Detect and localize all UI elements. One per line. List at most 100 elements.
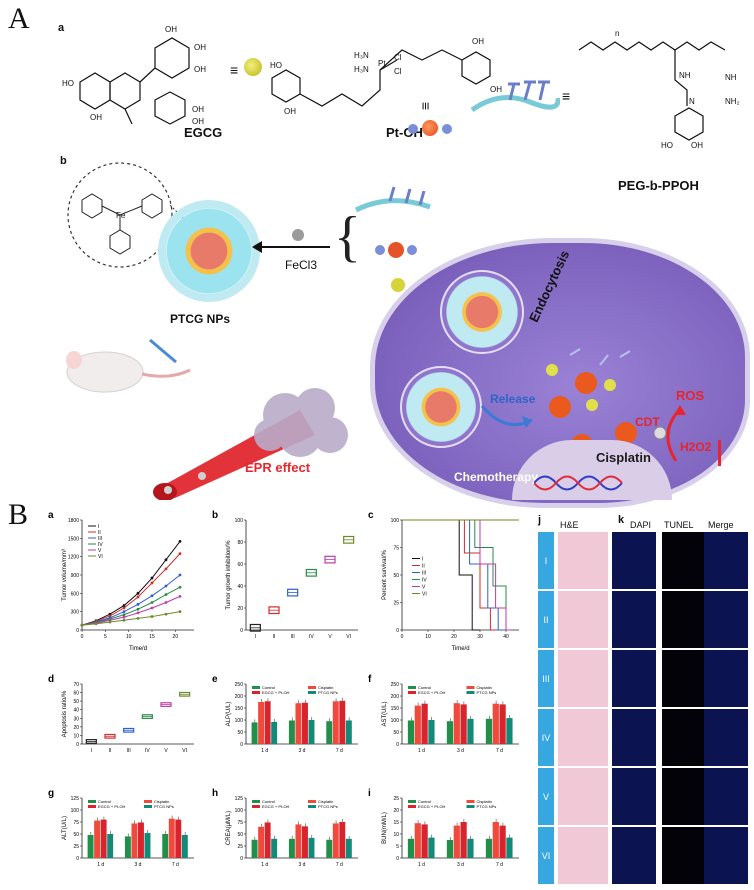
bar-PTCG NPs xyxy=(271,838,278,858)
data-point xyxy=(150,581,154,585)
chemotherapy-label: Chemotherapy xyxy=(454,470,539,484)
legend-label: Control xyxy=(262,799,275,804)
panel-letter-a: A xyxy=(8,2,30,35)
data-point xyxy=(150,576,154,580)
col-he: H&E xyxy=(560,520,579,530)
sublabel-k: k xyxy=(618,514,625,526)
y-tick-label: 0 xyxy=(76,742,79,748)
y-tick-label: 0 xyxy=(240,856,243,862)
panel-letter-b: B xyxy=(8,498,29,531)
sublabel-a: a xyxy=(58,22,65,34)
bar-Control xyxy=(162,834,169,858)
sublabel-d: d xyxy=(48,674,54,685)
data-point xyxy=(122,610,126,614)
data-point xyxy=(150,615,154,618)
y-tick-label: 1800 xyxy=(68,518,79,524)
bar-Cisplatin xyxy=(492,822,499,858)
x-axis-label: Time/d xyxy=(451,646,469,652)
x-tick-label: 7 d xyxy=(496,748,503,754)
svg-text:OH: OH xyxy=(691,141,703,150)
legend-swatch xyxy=(308,800,316,803)
legend-swatch xyxy=(408,800,416,803)
legend-label: II xyxy=(422,564,425,570)
cdt-label: CDT xyxy=(635,415,660,429)
data-point xyxy=(136,595,140,599)
legend-label: PTCG NPs xyxy=(477,690,497,695)
legend-swatch xyxy=(308,691,316,694)
bar-Cisplatin xyxy=(492,703,499,744)
y-tick-label: 300 xyxy=(71,610,80,616)
y-tick-label: 70 xyxy=(73,682,79,688)
bar-Cisplatin xyxy=(131,823,138,858)
x-tick-label: V xyxy=(164,748,168,754)
y-tick-label: 25 xyxy=(393,601,399,607)
bar-Control xyxy=(446,840,454,858)
x-tick-label: 30 xyxy=(477,634,483,640)
histology-grid: I II III IV V VI xyxy=(538,532,752,886)
legend-label: II xyxy=(98,530,101,536)
x-tick-label: IV xyxy=(309,634,314,640)
bar-Cisplatin xyxy=(168,818,175,858)
h2o2-label: H2O2 xyxy=(680,440,712,454)
series-line-II xyxy=(81,553,181,626)
histology-row: V xyxy=(538,768,752,825)
legend-swatch xyxy=(466,691,475,694)
legend-label: PTCG NPs xyxy=(318,690,338,695)
y-tick-label: 1200 xyxy=(68,555,79,561)
he-image xyxy=(558,768,608,825)
data-point xyxy=(122,613,126,617)
fluorescence-image xyxy=(662,768,706,825)
legend-swatch xyxy=(88,805,96,808)
bar-EGCG + Pt-OH xyxy=(302,702,308,744)
bar-Control xyxy=(326,839,333,858)
y-tick-label: 100 xyxy=(71,808,80,814)
y-axis-label: Tumor volume/mm³ xyxy=(62,549,68,601)
fluorescence-image xyxy=(662,650,706,707)
data-point xyxy=(178,610,182,614)
he-image xyxy=(558,591,608,648)
legend-swatch xyxy=(466,686,475,689)
legend-swatch xyxy=(408,686,416,689)
legend-label: I xyxy=(98,524,99,530)
data-point xyxy=(164,612,168,616)
data-point xyxy=(164,567,168,571)
bar-Cisplatin xyxy=(258,826,265,858)
chart-bun: i 0 5 10 15 20 25 BUN(mM/L) 1 d 3 d 7 d Control Cisp… xyxy=(368,788,523,880)
legend-label: PTCG NPs xyxy=(154,804,174,809)
bar-Cisplatin xyxy=(295,824,302,858)
release-arrow xyxy=(480,405,533,428)
svg-text:HO: HO xyxy=(270,61,282,70)
legend-swatch xyxy=(252,686,260,689)
series-line-IV xyxy=(402,519,512,631)
legend-label: PTCG NPs xyxy=(318,804,338,809)
legend-swatch xyxy=(308,686,316,689)
data-point xyxy=(94,622,98,626)
x-tick-label: 3 d xyxy=(457,748,464,754)
bar-Cisplatin xyxy=(453,825,460,858)
sublabel-h: h xyxy=(212,788,218,799)
chart-tumor-inhibition: b 0 20 40 60 80 100 Tumor growth inhibition/% I I… xyxy=(212,510,362,652)
he-image xyxy=(558,532,608,589)
y-tick-label: 50 xyxy=(237,730,243,736)
fluorescence-image xyxy=(662,709,706,766)
legend-swatch xyxy=(252,805,260,808)
legend-label: V xyxy=(98,548,102,554)
x-tick-label: 1 d xyxy=(418,748,425,754)
chart-survival: c 0 25 50 75 100 Percent survival/% Time/d 0 10 20… xyxy=(368,510,523,652)
x-tick-label: 20 xyxy=(173,634,179,640)
x-tick-label: VI xyxy=(182,748,187,754)
x-tick-label: 3 d xyxy=(299,748,306,754)
y-tick-label: 150 xyxy=(391,706,400,712)
y-tick-label: 100 xyxy=(235,718,244,724)
legend-label: V xyxy=(422,585,426,591)
y-tick-label: 10 xyxy=(73,733,79,739)
y-tick-label: 20 xyxy=(393,808,399,814)
x-tick-label: 1 d xyxy=(418,862,425,868)
equivalence-sign-egcg: ≡ xyxy=(230,62,239,78)
series-line-VI xyxy=(81,611,181,626)
legend-label: IV xyxy=(98,542,103,548)
endosome-np-2 xyxy=(400,366,482,448)
bar-EGCG + Pt-OH xyxy=(138,822,144,858)
svg-text:OH: OH xyxy=(490,85,502,94)
y-tick-label: 100 xyxy=(391,518,400,524)
